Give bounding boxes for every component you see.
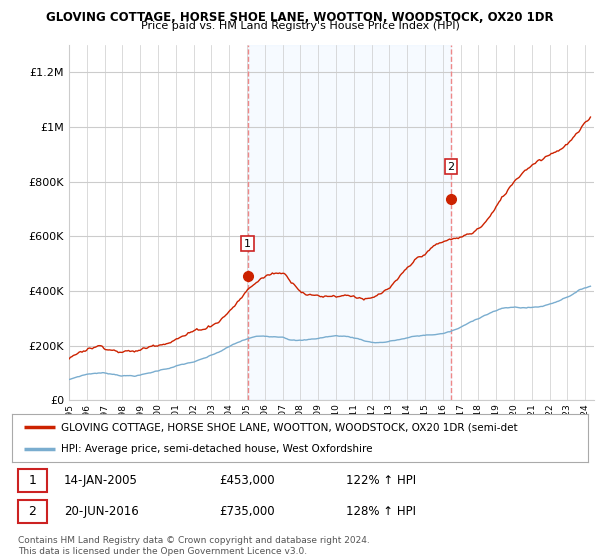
- Text: GLOVING COTTAGE, HORSE SHOE LANE, WOOTTON, WOODSTOCK, OX20 1DR (semi-det: GLOVING COTTAGE, HORSE SHOE LANE, WOOTTO…: [61, 422, 518, 432]
- Text: 122% ↑ HPI: 122% ↑ HPI: [346, 474, 416, 487]
- Text: 20-JUN-2016: 20-JUN-2016: [64, 505, 139, 517]
- Text: 1: 1: [28, 474, 36, 487]
- Text: 1: 1: [244, 239, 251, 249]
- Text: £735,000: £735,000: [220, 505, 275, 517]
- Text: £453,000: £453,000: [220, 474, 275, 487]
- Text: Price paid vs. HM Land Registry's House Price Index (HPI): Price paid vs. HM Land Registry's House …: [140, 21, 460, 31]
- Text: 2: 2: [448, 161, 455, 171]
- Bar: [18, 469, 47, 492]
- Text: Contains HM Land Registry data © Crown copyright and database right 2024.
This d: Contains HM Land Registry data © Crown c…: [18, 536, 370, 556]
- Text: 2: 2: [28, 505, 36, 517]
- Bar: [18, 500, 47, 523]
- Text: 14-JAN-2005: 14-JAN-2005: [64, 474, 138, 487]
- Text: GLOVING COTTAGE, HORSE SHOE LANE, WOOTTON, WOODSTOCK, OX20 1DR: GLOVING COTTAGE, HORSE SHOE LANE, WOOTTO…: [46, 11, 554, 24]
- Text: HPI: Average price, semi-detached house, West Oxfordshire: HPI: Average price, semi-detached house,…: [61, 444, 373, 454]
- Bar: [248, 45, 451, 400]
- Text: 128% ↑ HPI: 128% ↑ HPI: [346, 505, 416, 517]
